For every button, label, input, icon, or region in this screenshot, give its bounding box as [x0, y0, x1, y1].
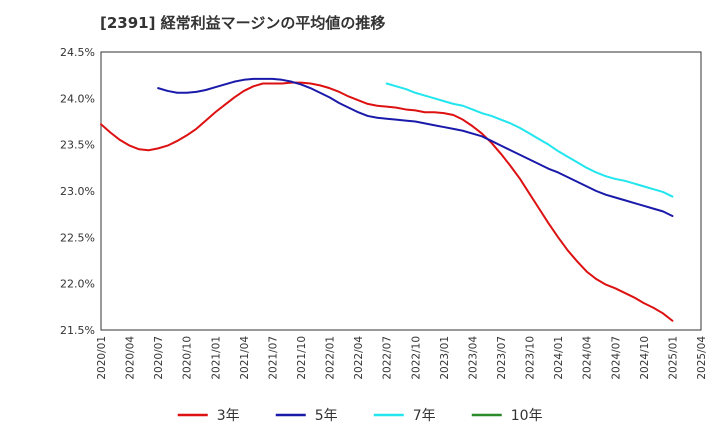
series-line	[157, 77, 674, 218]
x-tick-label: 2020/10	[182, 336, 194, 380]
legend-item: 7年	[373, 408, 436, 424]
x-tick-label: 2020/07	[153, 336, 165, 380]
x-tick-label: 2022/01	[325, 336, 337, 380]
legend-item: 10年	[471, 408, 543, 424]
y-tick-label: 22.5%	[60, 231, 95, 244]
legend-label: 5年	[315, 408, 338, 424]
y-axis-tick-labels: 24.5% 24.0% 23.5% 23.0% 22.5% 22.0% 21.5%	[60, 46, 95, 337]
x-axis-tick-labels: 2020/01 2020/04 2020/07 2020/10 2021/01 2021/…	[96, 336, 708, 380]
plot-border	[100, 51, 702, 331]
y-tick-label: 23.0%	[60, 185, 95, 198]
x-tick-label: 2021/04	[239, 336, 251, 380]
y-tick-label: 24.0%	[60, 92, 95, 105]
x-tick-label: 2022/04	[353, 336, 365, 380]
x-tick-label: 2023/07	[496, 336, 508, 380]
x-tick-label: 2021/01	[210, 336, 222, 380]
x-tick-label: 2022/10	[410, 336, 422, 380]
y-tick-label: 24.5%	[60, 46, 95, 59]
x-tick-label: 2021/07	[267, 336, 279, 380]
y-tick-label: 23.5%	[60, 139, 95, 152]
legend-label: 7年	[413, 408, 436, 424]
x-tick-label: 2025/01	[667, 336, 679, 380]
legend-label: 10年	[511, 408, 543, 424]
chart-title: [2391] 経常利益マージンの平均値の推移	[100, 14, 386, 32]
legend: 3年 5年 7年 10年	[177, 408, 543, 424]
x-tick-label: 2023/04	[467, 336, 479, 380]
series-line	[385, 82, 674, 198]
plot-frame	[100, 51, 702, 331]
x-tick-label: 2024/04	[582, 336, 594, 380]
plot-area	[101, 52, 701, 330]
x-tick-label: 2024/10	[639, 336, 651, 380]
legend-item: 5年	[275, 408, 338, 424]
x-tick-label: 2020/01	[96, 336, 108, 380]
legend-item: 3年	[177, 408, 240, 424]
series-layer	[100, 77, 674, 322]
x-tick-label: 2023/01	[439, 336, 451, 380]
x-tick-label: 2022/07	[382, 336, 394, 380]
legend-label: 3年	[217, 408, 240, 424]
y-tick-label: 22.0%	[60, 278, 95, 291]
x-tick-label: 2024/07	[610, 336, 622, 380]
x-tick-label: 2023/10	[525, 336, 537, 380]
x-tick-label: 2020/04	[125, 336, 137, 380]
series-line	[100, 81, 674, 322]
x-tick-label: 2025/04	[696, 336, 708, 380]
x-tick-label: 2024/01	[553, 336, 565, 380]
x-tick-label: 2021/10	[296, 336, 308, 380]
y-tick-label: 21.5%	[60, 324, 95, 337]
